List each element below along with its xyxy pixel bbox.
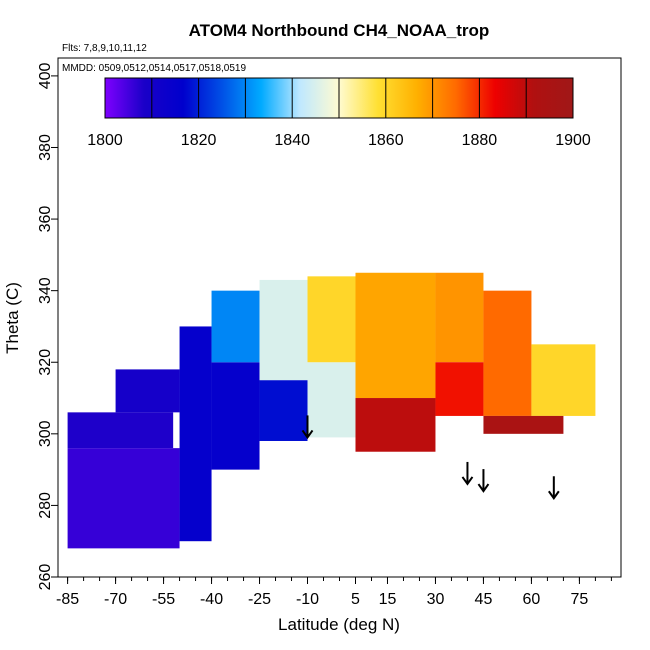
heatmap-cell	[355, 398, 436, 452]
x-tick-label: 75	[571, 591, 589, 608]
colorbar-tick-label: 1880	[462, 132, 498, 149]
flights-annotation: Flts: 7,8,9,10,11,12	[62, 43, 147, 54]
tropopause-arrow	[477, 469, 490, 493]
y-tick-label: 280	[37, 492, 54, 519]
x-tick-label: 15	[379, 591, 397, 608]
heatmap-cell	[435, 362, 484, 416]
colorbar-tick-label: 1900	[555, 132, 591, 149]
colorbar-tick-label: 1860	[368, 132, 404, 149]
heatmap-cell	[179, 326, 212, 542]
heatmap-cell	[115, 369, 180, 413]
y-axis: 260 280 300 320 340 360 380 400	[37, 62, 58, 590]
x-tick-label: -70	[104, 591, 127, 608]
tropopause-arrow	[461, 461, 474, 486]
chart-title: ATOM4 Northbound CH4_NOAA_trop	[189, 21, 490, 40]
heatmap-cell	[211, 362, 260, 470]
x-tick-label: 5	[351, 591, 360, 608]
x-axis-label: Latitude (deg N)	[278, 615, 400, 634]
x-axis: -85 -70 -55 -40 -25 -10 5 15 30 45 60 75	[56, 577, 612, 608]
heatmap-cell	[307, 362, 356, 438]
heatmap-cell	[211, 290, 260, 363]
y-tick-label: 360	[37, 206, 54, 233]
heatmap-cell	[435, 272, 484, 363]
heatmap-cell	[67, 448, 180, 549]
colorbar: 1800 1820 1840 1860 1880 1900	[87, 77, 591, 149]
y-tick-label: 300	[37, 420, 54, 447]
y-axis-label: Theta (C)	[3, 282, 22, 354]
x-tick-label: 30	[427, 591, 445, 608]
x-tick-label: -10	[296, 591, 319, 608]
y-tick-label: 320	[37, 349, 54, 376]
heatmap-cell	[483, 415, 564, 434]
x-tick-label: -40	[200, 591, 223, 608]
y-tick-label: 260	[37, 564, 54, 591]
colorbar-tick-label: 1800	[87, 132, 123, 149]
x-tick-label: 45	[475, 591, 493, 608]
heatmap-cells	[67, 272, 596, 549]
colorbar-tick-label: 1820	[181, 132, 217, 149]
dates-annotation: MMDD: 0509,0512,0514,0517,0518,0519	[62, 63, 246, 74]
heatmap-cell	[67, 412, 174, 449]
tropopause-arrows	[301, 415, 560, 500]
tropopause-arrow	[301, 415, 314, 440]
y-tick-label: 340	[37, 277, 54, 304]
x-tick-label: -25	[248, 591, 271, 608]
heatmap-cell	[259, 380, 308, 441]
x-tick-label: -55	[152, 591, 175, 608]
heatmap-cell	[355, 272, 436, 399]
colorbar-tick-label: 1840	[274, 132, 310, 149]
y-tick-label: 400	[37, 62, 54, 89]
heatmap-cell	[307, 276, 356, 363]
heatmap-cell	[531, 344, 596, 416]
heatmap-cell	[483, 290, 532, 416]
x-tick-label: 60	[523, 591, 541, 608]
x-tick-label: -85	[56, 591, 79, 608]
y-tick-label: 380	[37, 134, 54, 161]
heatmap-cell	[259, 279, 308, 381]
tropopause-arrow	[548, 476, 560, 500]
